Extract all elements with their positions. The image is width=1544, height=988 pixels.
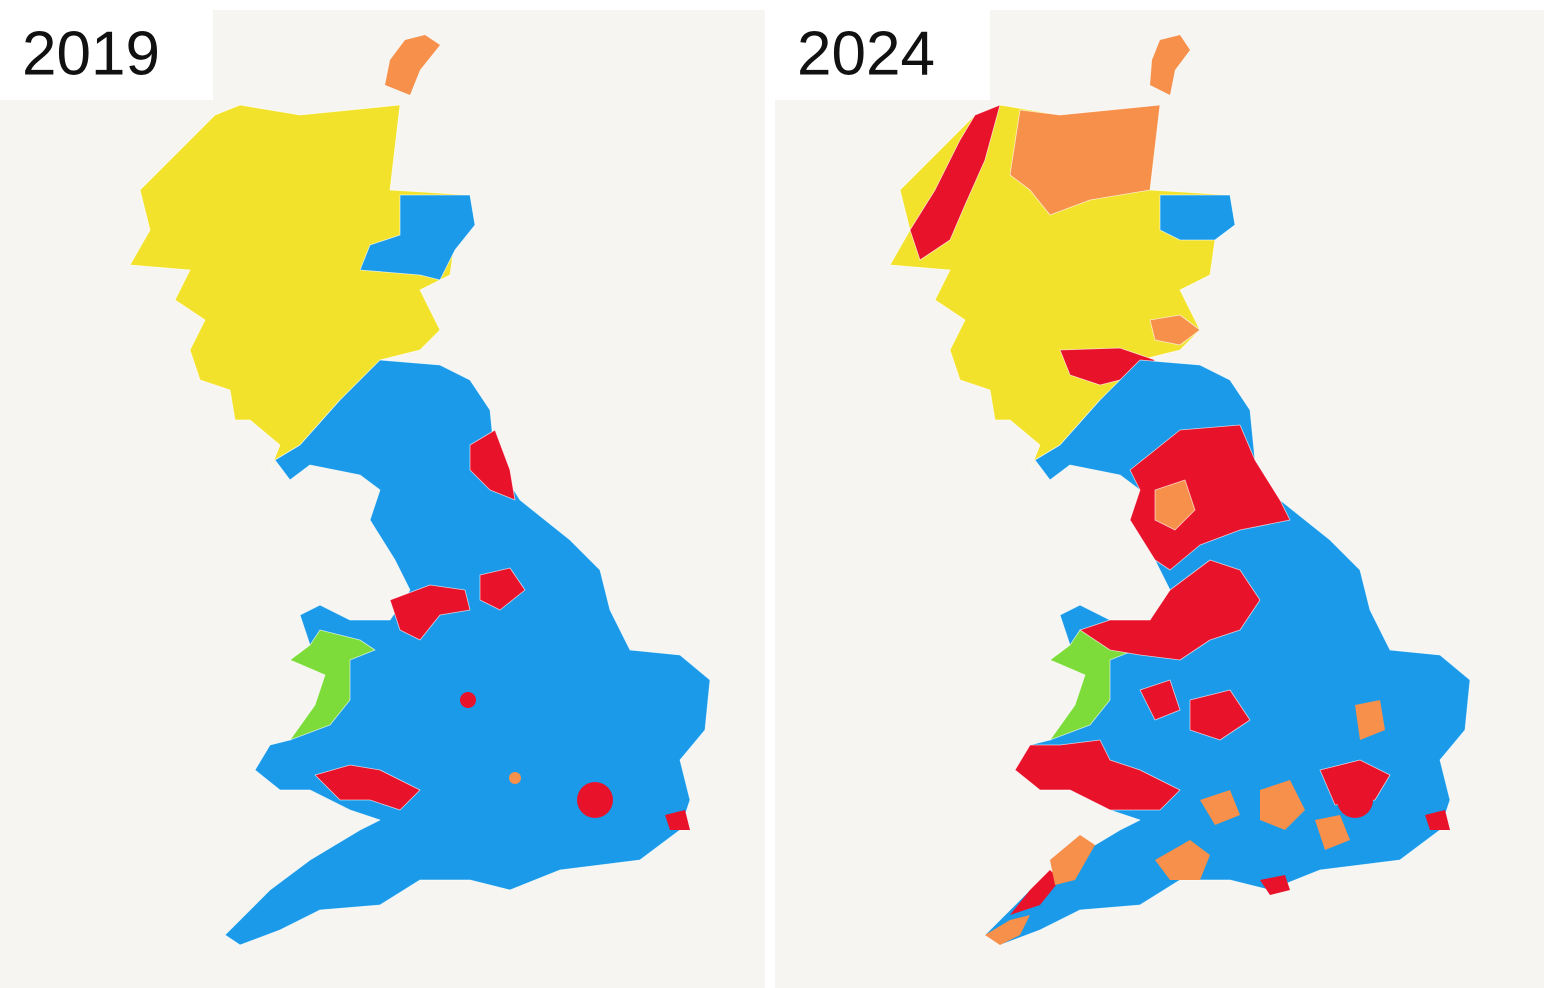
region-surrey <box>1315 815 1350 850</box>
region-shetland <box>385 35 440 95</box>
label-box <box>775 10 990 100</box>
region-cornwall-red <box>1010 870 1060 915</box>
region-shetland <box>1150 35 1190 95</box>
label-box <box>0 10 213 100</box>
region-birmingham <box>460 692 476 708</box>
region-devon <box>1050 835 1095 885</box>
region-cumbria <box>1154 479 1196 531</box>
region-ne-scotland <box>1159 194 1236 241</box>
region-london <box>1337 782 1373 818</box>
region-wiltshire <box>1200 790 1240 825</box>
region-south-wales <box>1014 739 1181 811</box>
panel-2024: 2024 <box>775 10 1544 988</box>
region-northwest <box>1079 559 1261 661</box>
map-2024 <box>889 35 1471 946</box>
region-midlands <box>1189 689 1251 741</box>
region-fife <box>1149 314 1201 346</box>
region-cambridge <box>1355 700 1385 740</box>
region-yorkshire <box>479 567 526 611</box>
region-kent <box>1425 810 1450 830</box>
region-north-england <box>1129 424 1291 571</box>
region-western-isles <box>909 104 1001 261</box>
region-shropshire <box>1139 679 1181 721</box>
region-kent <box>665 810 690 830</box>
region-london <box>577 782 613 818</box>
region-oxfordshire <box>1260 780 1305 830</box>
region-northwest <box>389 584 471 641</box>
panel-label: 2024 <box>797 19 935 88</box>
panel-2019: 2019 <box>0 10 765 988</box>
region-oxford <box>509 772 521 784</box>
region-cornwall <box>985 915 1030 945</box>
region-somerset <box>1155 840 1210 880</box>
region-ne-scotland <box>359 194 476 281</box>
region-south-wales <box>314 764 421 811</box>
map-2019 <box>129 35 711 946</box>
panel-label: 2019 <box>22 19 160 88</box>
region-northeast <box>469 429 516 501</box>
region-brighton <box>1260 875 1290 895</box>
region-highlands <box>1009 104 1161 216</box>
